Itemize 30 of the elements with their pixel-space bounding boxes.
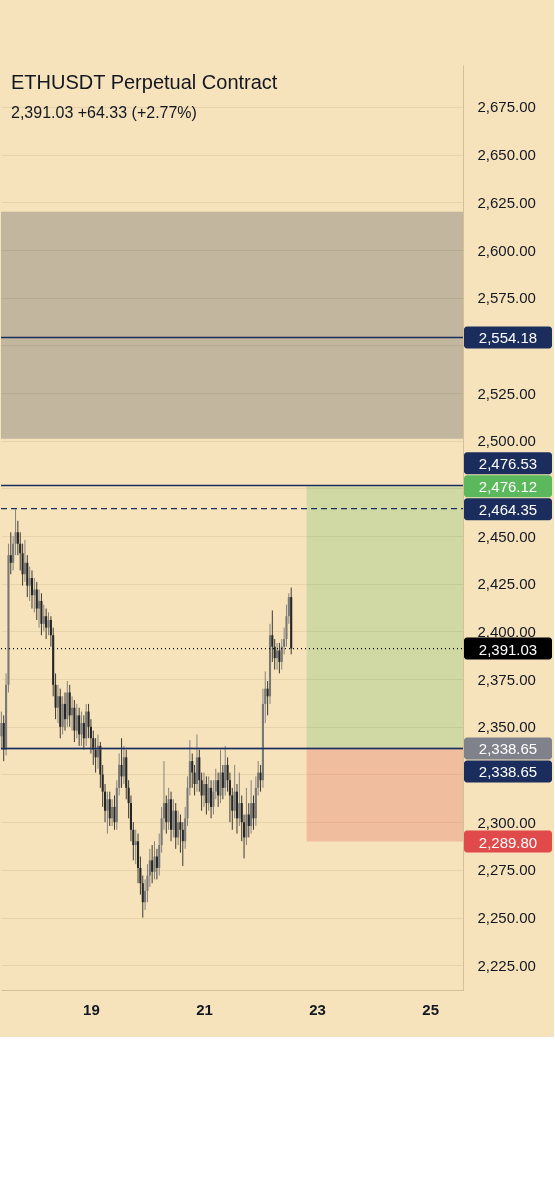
y-tick-label: 2,675.00 (477, 98, 536, 116)
x-tick-label: 21 (196, 1000, 213, 1018)
y-tick-label: 2,250.00 (477, 909, 536, 927)
ref-line-label: 2,476.53 (478, 455, 538, 473)
y-tick-label: 2,525.00 (477, 384, 536, 402)
ref-line-label: 2,391.03 (478, 640, 538, 658)
y-tick-label: 2,425.00 (477, 575, 536, 593)
y-tick-label: 2,300.00 (477, 813, 536, 831)
y-tick-label: 2,375.00 (477, 670, 536, 688)
chart-title: ETHUSDT Perpetual Contract (11, 71, 278, 93)
band-label: 2,289.80 (478, 833, 538, 851)
y-tick-label: 2,500.00 (477, 432, 536, 450)
y-tick-label: 2,275.00 (477, 861, 536, 879)
y-tick-label: 2,450.00 (477, 527, 536, 545)
y-tick-label: 2,625.00 (477, 193, 536, 211)
y-tick-label: 2,650.00 (477, 146, 536, 164)
ref-line-label: 2,338.65 (478, 740, 538, 758)
ref-line-label: 2,554.18 (478, 329, 538, 347)
text: 2,391.03 +64.33 (+2.77%) (11, 104, 197, 121)
y-tick-label: 2,400.00 (477, 622, 536, 640)
x-tick-label: 19 (83, 1000, 100, 1018)
ref-line-label: 2,338.65 (478, 763, 538, 781)
band-label: 2,476.12 (478, 478, 538, 496)
y-tick-label: 2,350.00 (477, 718, 536, 736)
x-tick-label: 23 (309, 1000, 326, 1018)
y-tick-label: 2,600.00 (477, 241, 536, 259)
ref-line-label: 2,464.35 (478, 501, 538, 519)
y-tick-label: 2,225.00 (477, 956, 536, 974)
x-tick-label: 25 (422, 1000, 440, 1018)
y-tick-label: 2,575.00 (477, 289, 536, 307)
